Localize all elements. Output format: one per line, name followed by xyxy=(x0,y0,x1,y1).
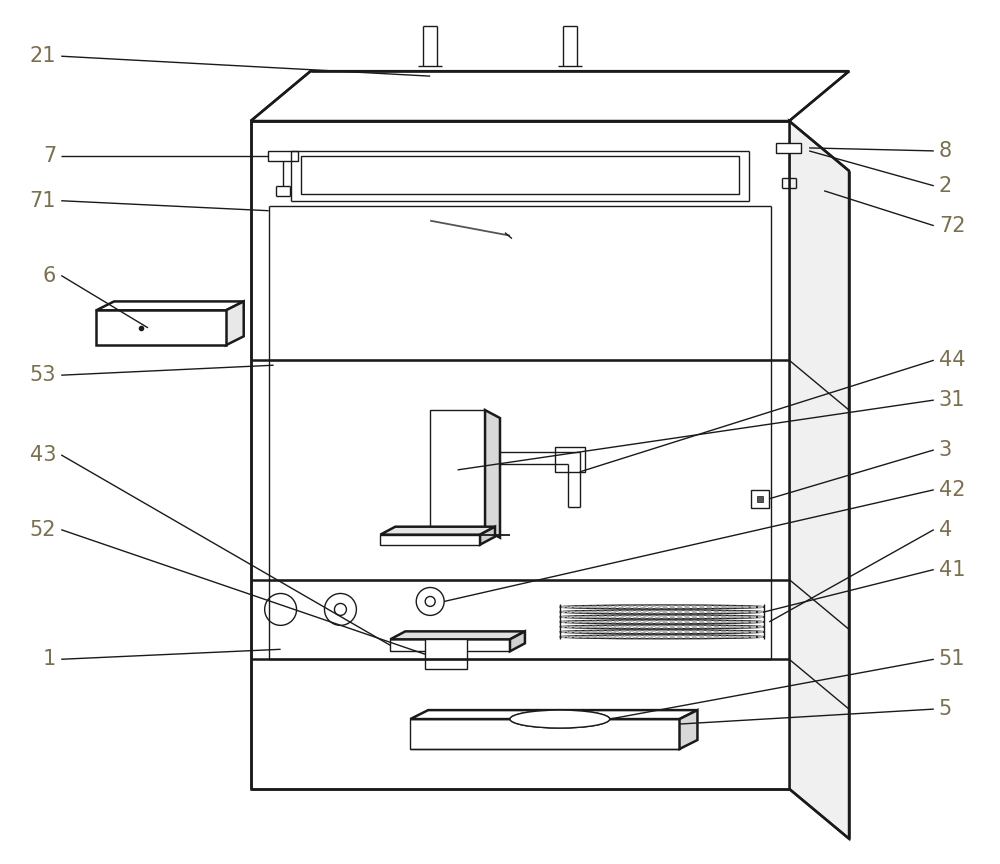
Bar xyxy=(251,121,789,789)
Ellipse shape xyxy=(560,615,764,619)
Bar xyxy=(268,151,298,161)
Polygon shape xyxy=(485,410,500,537)
Ellipse shape xyxy=(560,630,764,634)
Bar xyxy=(96,310,226,346)
Text: 72: 72 xyxy=(939,216,965,236)
Polygon shape xyxy=(96,302,244,310)
Bar xyxy=(425,639,467,670)
Ellipse shape xyxy=(560,635,764,638)
Polygon shape xyxy=(480,527,495,544)
Bar xyxy=(776,143,801,153)
Text: 53: 53 xyxy=(30,365,56,385)
Text: 44: 44 xyxy=(939,350,965,371)
Polygon shape xyxy=(510,632,525,651)
Text: 31: 31 xyxy=(939,391,965,410)
Ellipse shape xyxy=(510,710,610,728)
Circle shape xyxy=(425,596,435,607)
Bar xyxy=(430,410,485,530)
Text: 3: 3 xyxy=(939,440,952,460)
Text: 8: 8 xyxy=(939,141,952,161)
Text: 5: 5 xyxy=(939,699,952,719)
Polygon shape xyxy=(390,632,525,639)
Text: 4: 4 xyxy=(939,519,952,540)
Polygon shape xyxy=(251,71,849,121)
Ellipse shape xyxy=(510,710,610,728)
Polygon shape xyxy=(789,121,849,839)
Bar xyxy=(390,639,510,651)
Circle shape xyxy=(334,603,346,615)
Text: 2: 2 xyxy=(939,175,952,196)
Text: 41: 41 xyxy=(939,560,965,580)
Polygon shape xyxy=(410,710,697,719)
Ellipse shape xyxy=(560,625,764,629)
Text: 52: 52 xyxy=(30,519,56,540)
Polygon shape xyxy=(680,710,697,749)
Ellipse shape xyxy=(560,620,764,624)
Bar xyxy=(555,447,585,472)
Text: 71: 71 xyxy=(30,191,56,211)
Ellipse shape xyxy=(560,605,764,609)
Bar xyxy=(410,719,680,749)
Bar xyxy=(380,535,480,544)
Text: 21: 21 xyxy=(30,46,56,67)
Text: 7: 7 xyxy=(43,146,56,166)
Text: 42: 42 xyxy=(939,480,965,499)
Ellipse shape xyxy=(560,610,764,613)
Text: 51: 51 xyxy=(939,649,965,670)
Polygon shape xyxy=(380,527,495,535)
Text: 6: 6 xyxy=(43,265,56,285)
Circle shape xyxy=(416,588,444,615)
Bar xyxy=(301,156,739,194)
Circle shape xyxy=(324,594,356,626)
Polygon shape xyxy=(226,302,244,346)
Text: 1: 1 xyxy=(43,649,56,670)
Bar xyxy=(751,490,769,508)
Circle shape xyxy=(265,594,297,626)
Text: 43: 43 xyxy=(30,445,56,465)
